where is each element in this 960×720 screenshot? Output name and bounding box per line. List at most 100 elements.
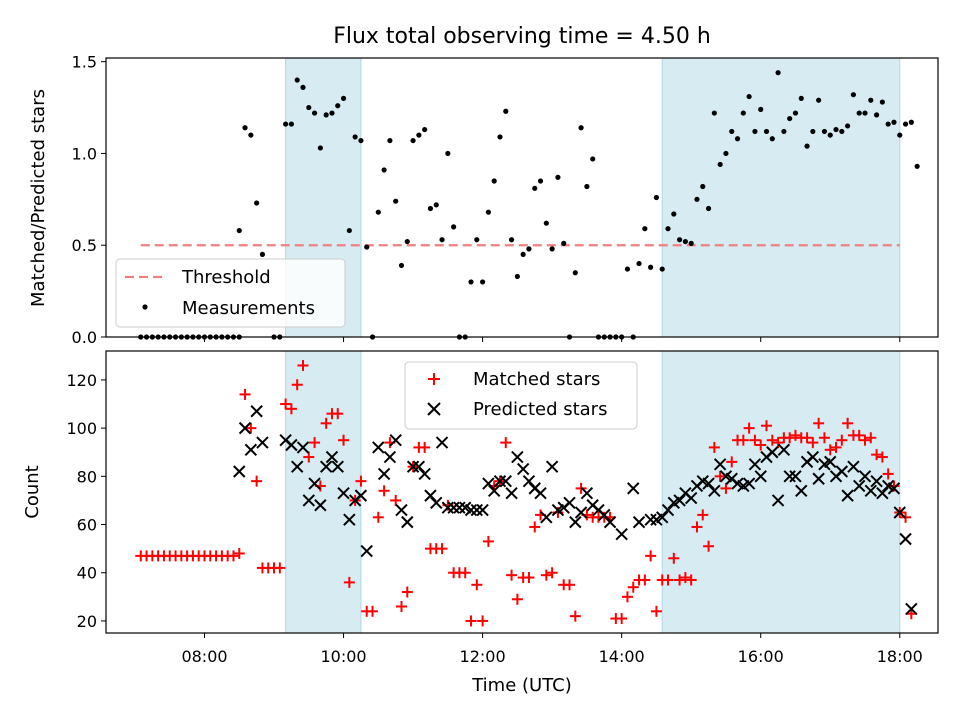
measurement-point bbox=[520, 251, 526, 258]
matched-star-point bbox=[309, 437, 321, 449]
matched-star-point bbox=[621, 591, 633, 603]
measurement-point bbox=[288, 121, 295, 127]
matched-star-point bbox=[871, 449, 883, 461]
measurement-point bbox=[584, 183, 590, 190]
measurement-point bbox=[532, 185, 538, 191]
matched-star-point bbox=[703, 540, 715, 552]
matched-star-point bbox=[401, 586, 413, 598]
y-tick-label: 0.0 bbox=[72, 328, 97, 347]
measurement-point bbox=[682, 238, 688, 245]
predicted-star-point bbox=[418, 467, 431, 481]
matched-star-point bbox=[691, 521, 703, 533]
matched-star-point bbox=[564, 579, 576, 591]
matched-star-point bbox=[274, 562, 286, 574]
matched-star-point bbox=[506, 569, 518, 581]
measurement-point bbox=[897, 132, 903, 138]
legend-predicted-label: Predicted stars bbox=[473, 399, 607, 420]
measurement-point bbox=[236, 227, 242, 234]
predicted-star-point bbox=[858, 470, 872, 483]
predicted-star-point bbox=[632, 515, 646, 529]
matched-star-point bbox=[471, 579, 483, 591]
predicted-star-point bbox=[505, 486, 518, 500]
predicted-star-point bbox=[574, 506, 588, 519]
matched-star-point bbox=[720, 482, 732, 494]
measurement-point bbox=[717, 161, 723, 168]
measurement-point bbox=[387, 137, 393, 144]
measurement-point bbox=[259, 251, 266, 258]
measurement-point bbox=[845, 123, 851, 129]
matched-star-point bbox=[726, 456, 738, 468]
measurement-point bbox=[485, 209, 491, 215]
y-tick-label: 0.5 bbox=[72, 236, 97, 255]
predicted-star-point bbox=[302, 494, 315, 507]
measurement-point bbox=[381, 167, 387, 173]
measurement-point bbox=[914, 163, 920, 169]
matched-star-point bbox=[523, 572, 535, 584]
measurement-point bbox=[642, 226, 648, 232]
measurement-point bbox=[561, 240, 567, 246]
measurement-point bbox=[856, 110, 862, 116]
predicted-star-point bbox=[603, 515, 617, 529]
measurement-point bbox=[821, 128, 828, 135]
predicted-star-point bbox=[470, 503, 484, 517]
measurement-point bbox=[410, 137, 416, 144]
predicted-star-point bbox=[905, 602, 918, 616]
y-tick-label: 1.0 bbox=[72, 144, 97, 163]
matched-star-point bbox=[743, 422, 755, 434]
measurement-point bbox=[792, 110, 799, 116]
predicted-star-point bbox=[285, 438, 298, 452]
matched-star-point bbox=[650, 605, 662, 617]
y-tick-label: 20 bbox=[77, 612, 97, 631]
measurement-point bbox=[711, 110, 717, 116]
measurement-point bbox=[306, 104, 312, 111]
measurement-point bbox=[335, 103, 341, 109]
matched-star-point bbox=[697, 509, 709, 521]
matched-star-point bbox=[251, 475, 263, 487]
predicted-star-point bbox=[540, 511, 553, 524]
measurement-point bbox=[653, 194, 660, 201]
measurement-point bbox=[352, 134, 358, 140]
predicted-star-point bbox=[354, 489, 368, 502]
matched-star-point bbox=[355, 475, 367, 487]
matched-star-point bbox=[529, 521, 541, 533]
matched-star-point bbox=[801, 432, 813, 444]
predicted-star-point bbox=[447, 501, 460, 514]
matched-star-point bbox=[227, 550, 239, 562]
measurement-point bbox=[416, 132, 422, 138]
predicted-star-point bbox=[343, 513, 356, 526]
matched-star-point bbox=[482, 535, 494, 547]
predicted-star-point bbox=[372, 441, 385, 454]
measurement-point bbox=[734, 136, 741, 142]
x-tick-label: 08:00 bbox=[181, 647, 227, 666]
measurement-point bbox=[746, 93, 752, 100]
matched-star-point bbox=[390, 494, 402, 506]
matched-star-point bbox=[239, 388, 251, 400]
matched-star-point bbox=[338, 434, 350, 446]
measurement-point bbox=[694, 196, 700, 202]
predicted-star-point bbox=[441, 501, 455, 514]
predicted-star-point bbox=[661, 503, 675, 517]
predicted-star-point bbox=[412, 460, 426, 473]
bottom-legend-box bbox=[404, 361, 638, 430]
measurement-point bbox=[787, 115, 793, 122]
measurement-point bbox=[798, 95, 804, 101]
legend-threshold-label: Threshold bbox=[181, 267, 271, 288]
matched-star-point bbox=[766, 434, 778, 446]
matched-star-point bbox=[668, 552, 680, 564]
x-tick-label: 12:00 bbox=[460, 647, 506, 666]
measurement-point bbox=[902, 121, 909, 127]
predicted-star-point bbox=[887, 482, 901, 495]
predicted-stars-points bbox=[233, 405, 918, 616]
measurement-point bbox=[317, 145, 323, 151]
matched-star-point bbox=[813, 417, 825, 429]
measurement-point bbox=[578, 125, 584, 131]
predicted-star-point bbox=[835, 465, 849, 478]
measurement-point bbox=[781, 128, 787, 135]
measurement-point bbox=[729, 128, 735, 135]
matched-star-point bbox=[500, 437, 512, 449]
bottom-axes-frame bbox=[105, 350, 939, 634]
predicted-star-point bbox=[841, 489, 854, 502]
measurement-point bbox=[885, 121, 891, 127]
predicted-star-point bbox=[627, 482, 640, 495]
matched-star-point bbox=[303, 451, 315, 463]
